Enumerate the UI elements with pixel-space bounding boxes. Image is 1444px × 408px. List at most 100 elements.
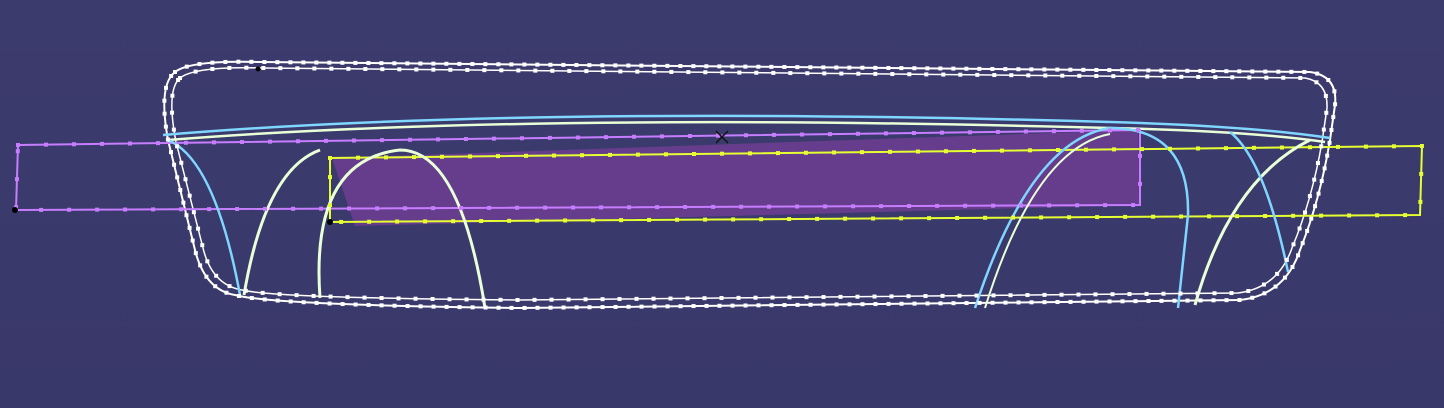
right-wheel-arch-light[interactable] (984, 133, 1111, 309)
control-point[interactable] (1262, 291, 1267, 296)
control-point[interactable] (1047, 203, 1052, 208)
purple-profile-control-points[interactable] (14, 128, 1142, 212)
control-point[interactable] (379, 61, 384, 66)
control-point[interactable] (1025, 293, 1030, 298)
control-point[interactable] (127, 141, 132, 146)
control-point[interactable] (288, 60, 293, 65)
control-point[interactable] (668, 296, 673, 301)
control-point[interactable] (977, 300, 982, 305)
control-point[interactable] (743, 133, 748, 138)
control-point[interactable] (418, 61, 423, 66)
control-point[interactable] (1111, 147, 1116, 152)
control-point[interactable] (1185, 298, 1190, 303)
control-point[interactable] (175, 144, 180, 149)
control-point[interactable] (1211, 69, 1216, 74)
control-point[interactable] (715, 133, 720, 138)
control-point[interactable] (957, 293, 962, 298)
control-point[interactable] (1179, 214, 1184, 219)
control-point[interactable] (487, 205, 492, 210)
control-point[interactable] (805, 71, 810, 76)
control-point[interactable] (1322, 166, 1327, 171)
control-point[interactable] (1198, 298, 1203, 303)
control-point[interactable] (311, 293, 316, 298)
control-point[interactable] (71, 142, 76, 147)
control-point[interactable] (1144, 291, 1149, 296)
control-point[interactable] (1263, 69, 1268, 74)
control-point[interactable] (515, 297, 520, 302)
control-point[interactable] (635, 152, 640, 157)
control-point[interactable] (1043, 73, 1048, 78)
control-point[interactable] (1291, 213, 1296, 218)
control-point[interactable] (899, 66, 904, 71)
control-point[interactable] (213, 284, 218, 289)
control-point[interactable] (548, 62, 553, 67)
control-point[interactable] (1250, 295, 1255, 300)
control-point[interactable] (327, 60, 332, 65)
control-point[interactable] (999, 148, 1004, 153)
control-point[interactable] (574, 305, 579, 310)
control-point[interactable] (1075, 203, 1080, 208)
control-point[interactable] (655, 205, 660, 210)
control-point[interactable] (1223, 146, 1228, 151)
control-point[interactable] (990, 300, 995, 305)
control-point[interactable] (366, 61, 371, 66)
control-point[interactable] (295, 139, 300, 144)
control-point[interactable] (395, 219, 400, 224)
control-point[interactable] (179, 207, 184, 212)
control-point[interactable] (871, 216, 876, 221)
right-wheel-arch-blue[interactable] (973, 126, 1190, 309)
control-point[interactable] (1331, 115, 1336, 120)
control-point[interactable] (1303, 210, 1308, 215)
control-point[interactable] (964, 66, 969, 71)
control-point[interactable] (1319, 144, 1324, 149)
control-point[interactable] (1321, 127, 1326, 132)
control-point[interactable] (1079, 128, 1084, 133)
control-point[interactable] (1275, 271, 1280, 276)
control-point[interactable] (821, 65, 826, 70)
control-point[interactable] (1123, 214, 1128, 219)
control-point[interactable] (329, 66, 334, 71)
control-point[interactable] (1312, 177, 1317, 182)
control-point[interactable] (1291, 242, 1296, 247)
control-point[interactable] (803, 150, 808, 155)
control-point[interactable] (1313, 204, 1318, 209)
control-point[interactable] (923, 294, 928, 299)
control-point[interactable] (756, 64, 761, 69)
control-point[interactable] (314, 60, 319, 65)
control-point[interactable] (431, 206, 436, 211)
control-point[interactable] (470, 305, 475, 310)
control-point[interactable] (498, 297, 503, 302)
control-point[interactable] (1305, 228, 1310, 233)
control-point[interactable] (1060, 73, 1065, 78)
control-point[interactable] (1011, 215, 1016, 220)
control-point[interactable] (224, 290, 229, 295)
control-point[interactable] (1107, 68, 1112, 73)
control-point[interactable] (1009, 73, 1014, 78)
control-point[interactable] (260, 290, 265, 295)
control-point[interactable] (379, 303, 384, 308)
control-point[interactable] (319, 206, 324, 211)
control-point[interactable] (439, 154, 444, 159)
control-point[interactable] (551, 153, 556, 158)
control-point[interactable] (1273, 284, 1278, 289)
control-point[interactable] (899, 301, 904, 306)
control-point[interactable] (873, 302, 878, 307)
control-point[interactable] (351, 138, 356, 143)
control-point[interactable] (1110, 292, 1115, 297)
control-point[interactable] (889, 294, 894, 299)
control-point[interactable] (927, 216, 932, 221)
control-point[interactable] (872, 294, 877, 299)
control-point[interactable] (759, 217, 764, 222)
control-point[interactable] (886, 301, 891, 306)
control-point[interactable] (367, 219, 372, 224)
control-point[interactable] (977, 66, 982, 71)
control-point[interactable] (67, 207, 72, 212)
control-point[interactable] (1296, 253, 1301, 258)
control-point[interactable] (607, 152, 612, 157)
control-point[interactable] (575, 135, 580, 140)
control-point[interactable] (879, 204, 884, 209)
purple-rectangle-profile[interactable] (14, 128, 1141, 212)
control-point[interactable] (181, 200, 186, 205)
control-point[interactable] (1019, 203, 1024, 208)
